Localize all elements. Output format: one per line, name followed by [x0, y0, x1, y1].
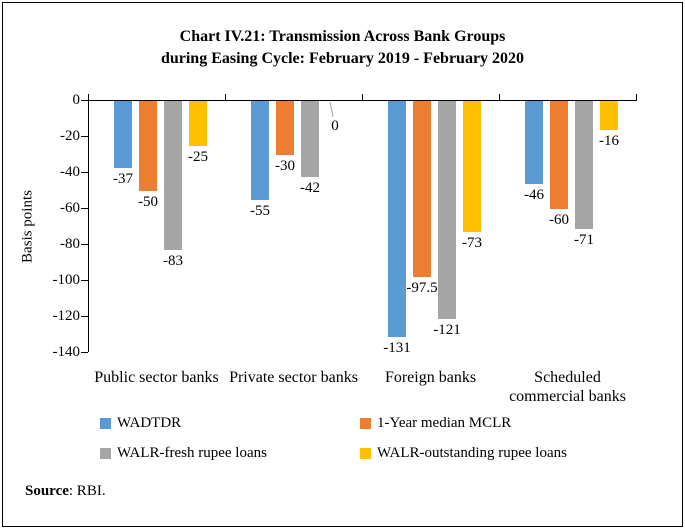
y-tick-label: -60: [60, 200, 80, 216]
category-label-line: Public sector banks: [94, 369, 219, 386]
y-tick-label: -140: [52, 344, 81, 360]
data-label: -30: [275, 158, 295, 174]
bar: [388, 101, 406, 337]
x-axis-tick: [88, 94, 89, 101]
data-label: -37: [113, 170, 133, 187]
category-label: Public sector banks: [57, 368, 257, 387]
bar: [438, 101, 456, 319]
y-axis-tick: [81, 208, 88, 209]
bar: [164, 101, 182, 251]
legend-label: WADTDR: [117, 415, 182, 431]
bar: [114, 101, 132, 168]
data-label: -25: [188, 149, 208, 165]
data-label: -46: [524, 186, 544, 203]
legend-label: 1-Year median MCLR: [377, 415, 512, 431]
category-label-line: Scheduled: [534, 369, 601, 386]
data-label: -16: [599, 132, 619, 149]
data-label: -121: [433, 321, 461, 338]
data-label: 0: [331, 118, 339, 134]
y-tick-label: -80: [60, 236, 80, 252]
y-axis-tick: [81, 352, 88, 353]
y-tick-label: -40: [60, 164, 80, 180]
data-label: -55: [250, 203, 270, 219]
legend-item: 1-Year median MCLR: [360, 415, 511, 432]
y-tick-label: 0: [72, 92, 81, 108]
bar: [463, 101, 481, 233]
y-axis-tick: [81, 280, 88, 281]
bar: [189, 101, 207, 146]
data-label: -73: [462, 235, 482, 252]
y-tick-label: -20: [60, 128, 80, 144]
legend-item: WALR-fresh rupee loans: [100, 445, 267, 462]
x-axis-tick: [225, 94, 226, 101]
bar: [251, 101, 269, 200]
legend-item: WALR-outstanding rupee loans: [360, 445, 567, 462]
data-label: -50: [138, 194, 158, 210]
legend-swatch: [360, 448, 371, 459]
category-label-line: Foreign banks: [384, 369, 477, 386]
y-axis-tick: [81, 172, 88, 173]
y-axis: [88, 100, 89, 352]
category-label: Foreign banks: [331, 368, 531, 387]
chart-title-line1: Chart IV.21: Transmission Across Bank Gr…: [179, 28, 506, 45]
legend-swatch: [100, 418, 111, 429]
data-label: -83: [163, 253, 183, 270]
bar: [575, 101, 593, 229]
category-label-line: commercial banks: [509, 388, 626, 405]
chart-title-line2: during Easing Cycle: February 2019 - Feb…: [160, 50, 525, 67]
bar: [276, 101, 294, 155]
source-label: Source: [25, 483, 69, 499]
y-axis-tick: [81, 136, 88, 137]
y-axis-tick: [81, 244, 88, 245]
data-label: -131: [383, 339, 411, 356]
legend-swatch: [100, 448, 111, 459]
bar: [600, 101, 618, 130]
x-axis-tick: [499, 94, 500, 101]
legend-swatch: [360, 418, 371, 429]
x-axis-tick: [636, 94, 637, 101]
y-axis-tick: [81, 100, 88, 101]
data-label: -60: [549, 212, 569, 228]
source-text: : RBI.: [68, 483, 106, 499]
x-axis-tick: [362, 94, 363, 101]
legend-label: WALR-outstanding rupee loans: [377, 445, 567, 461]
bar: [301, 101, 319, 177]
y-tick-label: -100: [52, 272, 81, 288]
bar: [413, 101, 431, 277]
data-label: -71: [574, 231, 594, 248]
y-tick-label: -120: [52, 308, 81, 324]
bar: [550, 101, 568, 209]
category-label-line: Private sector banks: [229, 369, 358, 386]
chart-title: Chart IV.21: Transmission Across Bank Gr…: [0, 26, 685, 70]
bar: [139, 101, 157, 191]
legend-item: WADTDR: [100, 415, 181, 432]
y-axis-tick: [81, 316, 88, 317]
data-label: -97.5: [406, 279, 438, 296]
category-label: Private sector banks: [194, 368, 394, 387]
category-label: Scheduled commercial banks: [468, 368, 668, 406]
legend-label: WALR-fresh rupee loans: [117, 445, 267, 461]
source-note: Source: RBI.: [25, 483, 106, 500]
bar: [525, 101, 543, 184]
data-label: -42: [300, 179, 320, 196]
